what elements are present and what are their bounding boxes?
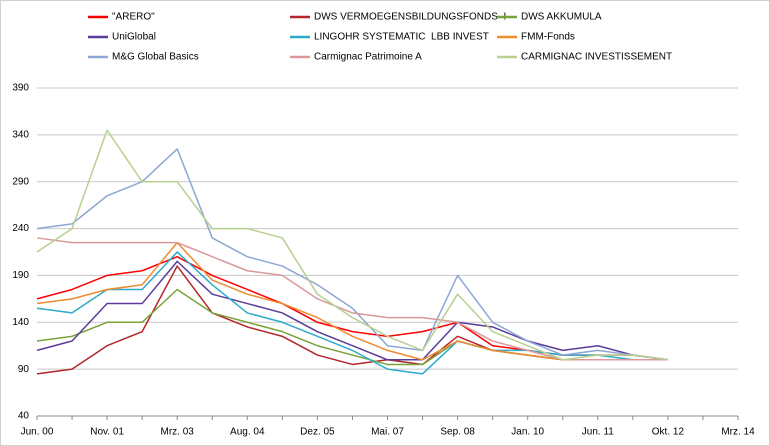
legend-label: DWS AKKUMULA [521,12,602,23]
x-tick-label: Aug. 04 [230,427,265,438]
y-tick-label: 390 [12,83,29,94]
series-line [36,260,668,361]
x-tick-label: Mrz. 03 [161,427,195,438]
x-tick-label: Sep. 08 [440,427,475,438]
x-tick-label: Jan. 10 [511,427,544,438]
y-tick-label: 140 [12,317,29,328]
legend-label: FMM-Fonds [521,32,575,43]
x-tick-label: Jun. 11 [582,427,614,438]
y-tick-label: 290 [12,176,29,187]
x-tick-label: Okt. 12 [652,427,685,438]
legend-label: UniGlobal [112,32,156,43]
legend-label: Carmignac Patrimoine A [314,52,422,63]
legend-label: LINGOHR SYSTEMATIC LBB INVEST [314,32,489,43]
legend-label: CARMIGNAC INVESTISSEMENT [521,52,672,63]
legend-label: DWS VERMOEGENSBILDUNGSFONDS I [314,12,506,23]
series-line [36,129,668,361]
x-tick-label: Mrz. 14 [721,427,755,438]
y-tick-label: 340 [12,129,29,140]
y-tick-label: 90 [18,364,30,375]
x-tick-label: Nov. 01 [90,427,124,438]
y-tick-label: 190 [12,270,29,281]
x-tick-label: Mai. 07 [371,427,404,438]
y-tick-label: 40 [18,411,30,422]
x-tick-label: Jun. 00 [21,427,54,438]
y-tick-label: 240 [12,223,29,234]
x-tick-label: Dez. 05 [300,427,335,438]
legend-label: "ARERO" [112,12,155,23]
legend-label: M&G Global Basics [112,52,199,63]
